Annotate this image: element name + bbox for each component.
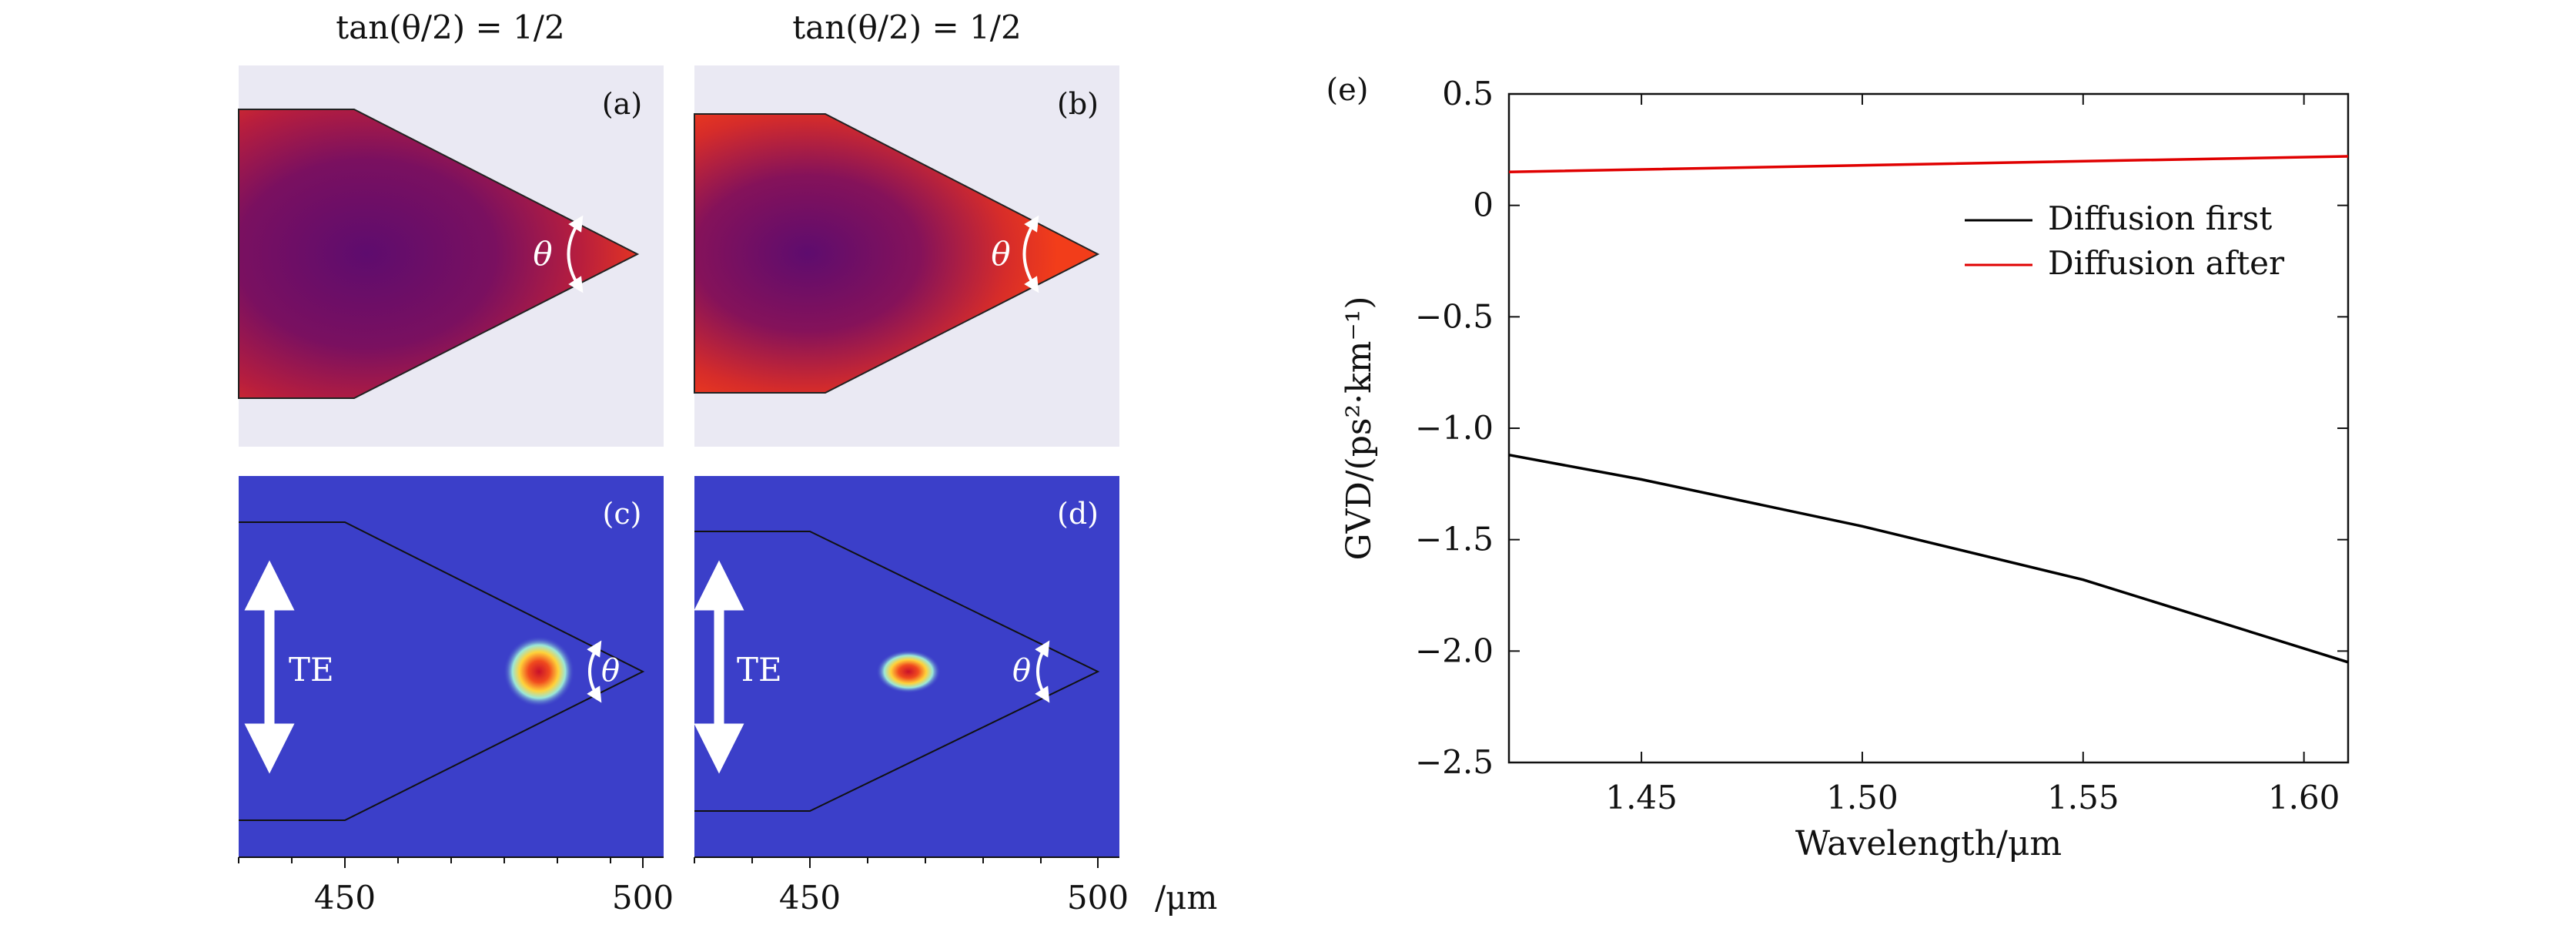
panel-d-waveguide-outline — [694, 531, 1100, 812]
panel-d-mode-spot — [876, 650, 941, 693]
panel-c-mode-spot — [503, 636, 574, 707]
panel-c-te-label: TE — [289, 651, 334, 689]
gvd-y-tick-label: −2.5 — [1415, 743, 1494, 781]
gvd-legend-label-1: Diffusion first — [2048, 199, 2272, 237]
mode-tick-label-c-500: 500 — [612, 879, 674, 917]
gvd-panel-label: (e) — [1326, 72, 1369, 108]
gvd-y-tick-label: −0.5 — [1415, 297, 1494, 335]
panel-d-te-label: TE — [737, 651, 782, 689]
gvd-chart: (e) Wavelength/μm GVD/(ps²·km⁻¹) 0.5 0 −0.… — [1326, 72, 2350, 863]
mode-axis-unit: /μm — [1155, 879, 1217, 917]
mode-x-axis: 450 500 450 500 /μm — [238, 856, 1217, 917]
panel-a: tan(θ/2) = 1/2 (a) θ — [238, 8, 664, 447]
panel-b-label: (b) — [1057, 87, 1099, 121]
gvd-y-tick-label: 0.5 — [1442, 75, 1494, 112]
panel-d-label: (d) — [1057, 497, 1099, 531]
panel-b-angle-arc — [1022, 215, 1039, 293]
panel-c-waveguide-outline — [239, 521, 645, 821]
gvd-y-tick-label: 0 — [1473, 186, 1494, 224]
panel-b-angle-label: θ — [991, 235, 1010, 273]
panel-c: (c) θ TE — [239, 476, 664, 857]
panel-c-label: (c) — [603, 497, 642, 531]
panel-c-angle-label: θ — [601, 653, 620, 689]
mode-tick-label-d-450: 450 — [779, 879, 841, 917]
gvd-x-axis-label: Wavelength/μm — [1795, 824, 2062, 863]
gvd-y-tick-label: −1.5 — [1415, 521, 1494, 558]
panel-a-label: (a) — [602, 87, 642, 121]
panel-a-angle-arc — [567, 215, 584, 293]
gvd-series-line-1 — [1508, 453, 2349, 664]
mode-tick-label-c-450: 450 — [314, 879, 376, 917]
panel-a-title: tan(θ/2) = 1/2 — [336, 8, 564, 46]
gvd-y-tick-label: −1.0 — [1415, 409, 1494, 447]
gvd-x-tick-label: 1.50 — [1826, 779, 1899, 816]
mode-tick-label-d-500: 500 — [1067, 879, 1129, 917]
panel-a-waveguide-profile — [238, 109, 640, 399]
panel-b-title: tan(θ/2) = 1/2 — [792, 8, 1021, 46]
gvd-y-tick-label: −2.0 — [1415, 632, 1494, 669]
gvd-x-tick-label: 1.60 — [2268, 779, 2340, 816]
panel-b-waveguide-profile — [694, 113, 1100, 394]
panel-d-angle-label: θ — [1012, 653, 1031, 689]
gvd-y-axis-label: GVD/(ps²·km⁻¹) — [1340, 297, 1379, 561]
panel-d-angle-arc — [1035, 640, 1050, 703]
gvd-plot-frame — [1507, 92, 2350, 764]
gvd-legend-label-2: Diffusion after — [2048, 244, 2285, 282]
panel-d: (d) θ TE — [694, 476, 1119, 857]
gvd-x-tick-label: 1.55 — [2047, 779, 2119, 816]
panel-c-angle-arc — [587, 640, 602, 703]
panel-a-angle-label: θ — [533, 235, 552, 273]
gvd-series-line-2 — [1508, 155, 2349, 174]
gvd-x-tick-label: 1.45 — [1605, 779, 1678, 816]
panel-b: tan(θ/2) = 1/2 (b) θ — [694, 8, 1119, 447]
